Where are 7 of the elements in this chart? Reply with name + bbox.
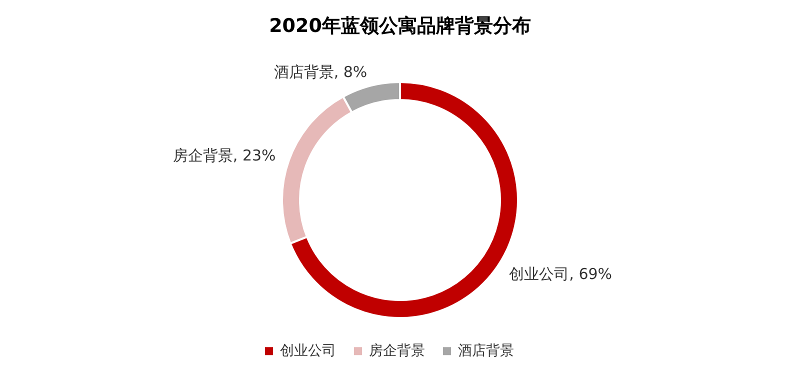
data-label: 创业公司, 69%: [509, 265, 612, 284]
chart-title: 2020年蓝领公寓品牌背景分布: [269, 15, 531, 37]
data-label: 房企背景, 23%: [172, 146, 276, 164]
data-label: 酒店背景, 8%: [274, 63, 368, 82]
legend-label: 房企背景: [369, 343, 425, 360]
legend-label: 酒店背景: [458, 343, 514, 360]
legend-label: 创业公司: [280, 343, 336, 360]
